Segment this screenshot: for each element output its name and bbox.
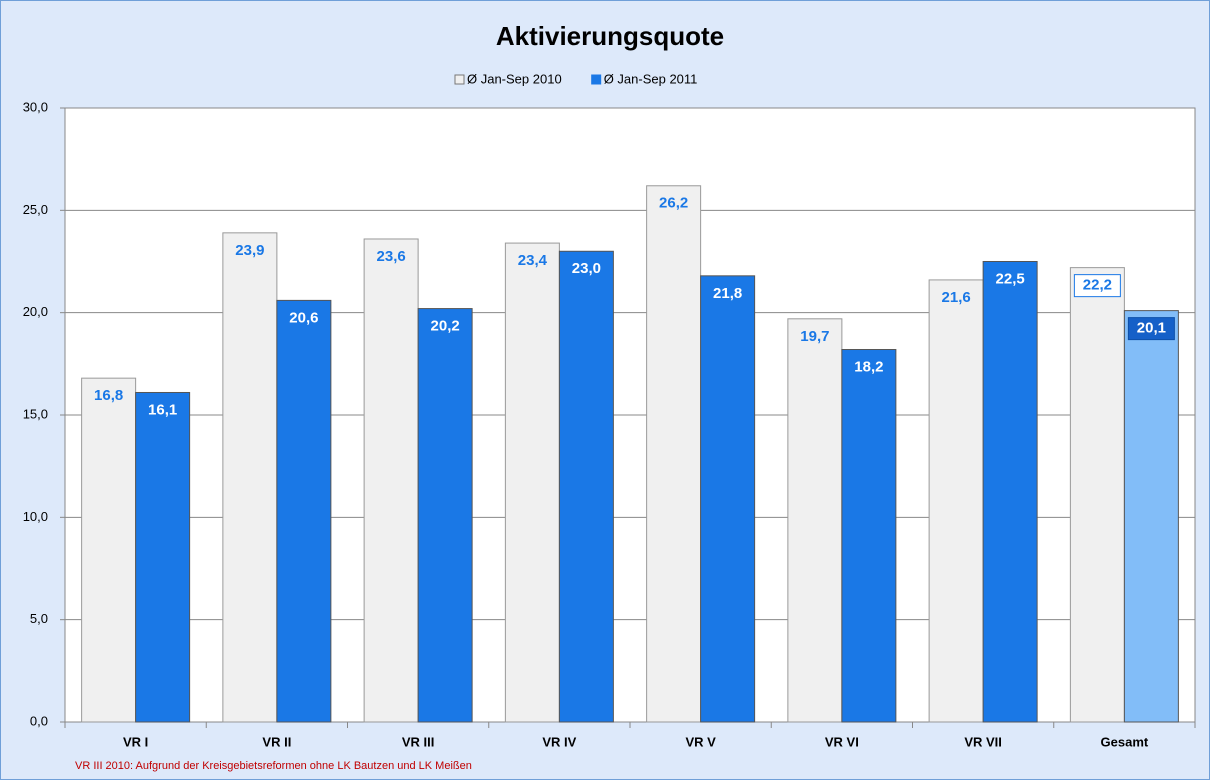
value-label: 21,6	[942, 289, 971, 306]
y-tick-label: 0,0	[30, 713, 48, 728]
value-label-box	[1073, 274, 1121, 298]
value-label: 19,7	[800, 328, 829, 345]
bar	[81, 377, 137, 723]
value-label: 20,1	[1137, 320, 1166, 337]
value-label: 22,5	[996, 270, 1025, 287]
bar	[135, 391, 191, 723]
chart-title: Aktivierungsquote	[496, 21, 724, 51]
x-tick-label: VR I	[123, 734, 148, 749]
y-tick-label: 25,0	[23, 202, 48, 217]
value-label: 16,8	[94, 387, 123, 404]
legend-label: Ø Jan-Sep 2011	[604, 71, 698, 86]
x-tick-label: VR II	[262, 734, 291, 749]
bar	[276, 299, 332, 723]
bar	[700, 275, 756, 723]
value-label-box	[1127, 317, 1175, 341]
value-label: 23,6	[377, 248, 406, 265]
x-tick-label: VR IV	[542, 734, 576, 749]
x-tick-label: Gesamt	[1101, 734, 1149, 749]
bar	[787, 318, 843, 723]
value-label: 22,2	[1083, 277, 1112, 294]
x-tick-label: VR V	[685, 734, 716, 749]
legend-swatch	[591, 74, 602, 85]
value-label: 20,2	[431, 318, 460, 335]
legend-swatch	[454, 74, 465, 85]
value-label: 20,6	[289, 309, 318, 326]
bar	[222, 232, 278, 723]
bar	[982, 261, 1038, 723]
legend-label: Ø Jan-Sep 2010	[467, 71, 562, 86]
bar	[646, 185, 702, 723]
y-tick-label: 15,0	[23, 406, 48, 421]
y-tick-label: 20,0	[23, 304, 48, 319]
value-label: 18,2	[854, 358, 883, 375]
value-label: 26,2	[659, 195, 688, 212]
value-label: 23,9	[235, 242, 264, 259]
y-tick-label: 30,0	[23, 99, 48, 114]
bar	[504, 242, 560, 723]
bar	[417, 308, 473, 723]
bar	[1069, 267, 1125, 723]
x-tick-label: VR VII	[964, 734, 1002, 749]
bar	[558, 250, 614, 723]
y-tick-label: 5,0	[30, 611, 48, 626]
value-label: 23,4	[518, 252, 548, 269]
value-label: 21,8	[713, 285, 742, 302]
value-label: 16,1	[148, 401, 177, 418]
bar	[1123, 310, 1179, 723]
x-tick-label: VR III	[402, 734, 435, 749]
bar	[841, 349, 897, 723]
bar	[928, 279, 984, 723]
bar	[363, 238, 419, 723]
value-label: 23,0	[572, 260, 601, 277]
footnote: VR III 2010: Aufgrund der Kreisgebietsre…	[75, 760, 472, 772]
y-tick-label: 10,0	[23, 509, 48, 524]
x-tick-label: VR VI	[825, 734, 859, 749]
